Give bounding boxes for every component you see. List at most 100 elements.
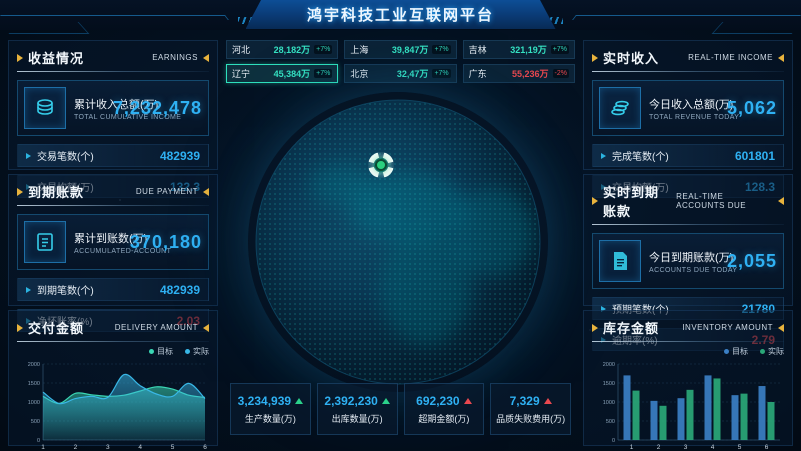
- panel-income-header: 实时收入 REAL-TIME INCOME: [592, 48, 784, 67]
- svg-text:3: 3: [106, 444, 110, 451]
- svg-text:1000: 1000: [28, 400, 40, 406]
- legend-item-actual[interactable]: 实际: [760, 346, 784, 356]
- stat-label: 出库数量(万): [331, 413, 383, 424]
- stat-label: 今日到期账款(万): [649, 251, 734, 264]
- rtdue-main-card: 今日到期账款(万) ACCOUNTS DUE TODAY 2,055: [592, 233, 784, 289]
- map-location-marker[interactable]: [368, 152, 394, 178]
- divider: [592, 71, 784, 72]
- coins-icon: [599, 87, 641, 129]
- panel-inventory-header: 库存金额 INVENTORY AMOUNT: [592, 318, 784, 337]
- delivery-legend: 目标 实际: [17, 346, 209, 356]
- income-main-card: 今日收入总额(万) TOTAL REVENUE TODAY 5,062: [592, 80, 784, 136]
- stat-quality-cost: 7,329 品质失败费用(万): [490, 383, 571, 435]
- svg-text:2000: 2000: [603, 362, 615, 368]
- province-cell-shanghai[interactable]: 上海 39,847万 +7%: [344, 40, 457, 59]
- panel-title: 到期账款: [28, 185, 85, 200]
- earnings-row-transactions: 交易笔数(个) 482939: [17, 144, 209, 167]
- stat-value-row: 2,392,230: [324, 394, 390, 408]
- stat-value: 3,234,939: [237, 393, 292, 408]
- svg-text:1: 1: [41, 444, 45, 451]
- row-value: 482939: [159, 148, 200, 163]
- province-value: 55,236万: [512, 69, 549, 79]
- globe-visualization[interactable]: [248, 92, 548, 392]
- province-cell-jilin[interactable]: 吉林 321,19万 +7%: [462, 40, 575, 59]
- svg-text:2: 2: [657, 444, 661, 451]
- province-cell-hebei[interactable]: 河北 28,182万 +7%: [226, 40, 339, 59]
- province-cell-guangdong[interactable]: 广东 55,236万 -2%: [462, 64, 575, 83]
- stat-value-row: 692,230: [416, 393, 472, 408]
- stat-overdue-amount: 692,230 超期金额(万): [403, 383, 485, 435]
- province-cell-beijing[interactable]: 北京 32,47万 +7%: [344, 64, 457, 83]
- panel-subtitle: INVENTORY AMOUNT: [682, 323, 773, 332]
- due-main-labels: 累计到账数(万) ACCUMULATED-ACCOUNT: [74, 230, 171, 255]
- legend-item-actual[interactable]: 实际: [185, 346, 209, 356]
- panel-arrow-icon: [17, 323, 23, 332]
- stat-label: 超期金额(万): [418, 413, 470, 424]
- divider: [592, 224, 784, 225]
- earnings-main-labels: 累计收入总额(万) TOTAL CUMULATIVE INCOME: [74, 96, 182, 121]
- svg-text:2: 2: [74, 444, 78, 451]
- row-label: 交易笔数(个): [37, 152, 94, 163]
- globe-svg: [255, 99, 541, 385]
- stat-value-row: 7,329: [510, 394, 552, 408]
- svg-text:500: 500: [606, 419, 615, 425]
- panel-subtitle: REAL-TIME INCOME: [688, 53, 773, 62]
- stat-sublabel: TOTAL REVENUE TODAY: [649, 113, 740, 121]
- trend-up-icon: [381, 397, 390, 404]
- panel-realtime-income: 实时收入 REAL-TIME INCOME 今日收入总额(万) TOTAL RE…: [583, 40, 793, 198]
- legend-label: 目标: [157, 346, 173, 356]
- corner-bracket-left: [0, 22, 90, 34]
- app-header: 鸿宇科技工业互联网平台: [0, 0, 801, 30]
- panel-arrow-icon: [778, 53, 784, 62]
- panel-realtime-due: 实时到期账款 REAL-TIME ACCOUNTS DUE 今日到期账款(万) …: [583, 174, 793, 351]
- legend-dot: [149, 348, 154, 354]
- province-value: 32,47万: [396, 69, 429, 79]
- province-cell-liaoning-selected[interactable]: 辽宁 45,384万 +7%: [226, 64, 339, 83]
- province-name: 河北: [232, 45, 251, 55]
- row-value: 601801: [734, 148, 775, 163]
- svg-text:3: 3: [684, 444, 688, 451]
- panel-arrow-icon: [592, 323, 598, 332]
- due-row-count: 到期笔数(个) 482939: [17, 278, 209, 301]
- panel-subtitle: EARNINGS: [152, 53, 198, 62]
- divider: [17, 341, 209, 342]
- divider: [17, 205, 209, 206]
- svg-text:4: 4: [138, 444, 142, 451]
- panel-arrow-icon: [592, 53, 598, 62]
- panel-arrow-icon: [17, 53, 23, 62]
- panel-delivery: 交付金额 DELIVERY AMOUNT 目标 实际 0 500 1000 1500 2…: [8, 310, 218, 451]
- province-name: 上海: [350, 45, 369, 55]
- panel-subtitle: DUE PAYMENT: [135, 187, 198, 196]
- province-value: 321,19万: [510, 45, 547, 55]
- province-delta-badge: +7%: [550, 45, 569, 54]
- stat-label: 累计收入总额(万): [74, 98, 159, 111]
- svg-text:0: 0: [37, 438, 40, 444]
- ledger-icon: [24, 221, 66, 263]
- province-name: 北京: [350, 69, 369, 79]
- panel-rtdue-header: 实时到期账款 REAL-TIME ACCOUNTS DUE: [592, 182, 784, 220]
- panel-due-header: 到期账款 DUE PAYMENT: [17, 182, 209, 201]
- panel-arrow-icon: [203, 187, 209, 196]
- province-delta-badge: +7%: [432, 45, 451, 54]
- stat-value: 692,230: [416, 393, 460, 408]
- province-stats-grid: 河北 28,182万 +7% 上海 39,847万 +7% 吉林 321,19万…: [226, 40, 575, 83]
- stat-value: 7,329: [509, 393, 540, 408]
- legend-item-target[interactable]: 目标: [149, 346, 173, 356]
- row-value: 482939: [159, 282, 200, 297]
- panel-arrow-icon: [592, 197, 598, 205]
- panel-delivery-header: 交付金额 DELIVERY AMOUNT: [17, 318, 209, 337]
- legend-item-target[interactable]: 目标: [724, 346, 748, 356]
- province-name: 辽宁: [232, 69, 251, 79]
- row-label: 完成笔数(个): [612, 152, 669, 163]
- bottom-stats-row: 3,234,939 生产数量(万) 2,392,230 出库数量(万) 692,…: [230, 383, 571, 435]
- panel-arrow-icon: [778, 323, 784, 332]
- earnings-main-card: 累计收入总额(万) TOTAL CUMULATIVE INCOME 7,232,…: [17, 80, 209, 136]
- stat-label: 今日收入总额(万): [649, 98, 734, 111]
- panel-title: 实时到期账款: [603, 185, 660, 219]
- stat-sublabel: TOTAL CUMULATIVE INCOME: [74, 113, 182, 121]
- svg-text:500: 500: [31, 419, 40, 425]
- stat-production: 3,234,939 生产数量(万): [230, 383, 311, 435]
- inventory-legend: 目标 实际: [592, 346, 784, 356]
- document-icon: [599, 240, 641, 282]
